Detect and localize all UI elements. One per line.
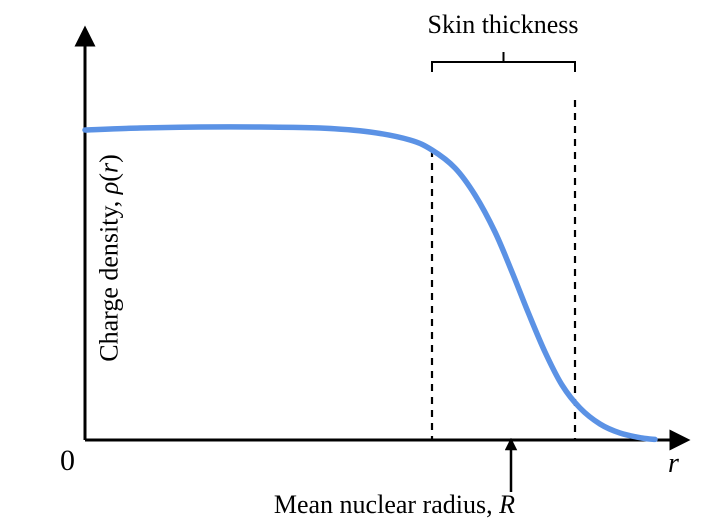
y-axis-label-rho: ρ: [95, 182, 124, 194]
skin-thickness-label: Skin thickness: [428, 10, 579, 40]
y-axis-label-pre: Charge density,: [95, 194, 124, 362]
charge-density-diagram: Charge density, ρ(r) 0 r Skin thickness …: [0, 0, 704, 529]
origin-zero: 0: [60, 444, 75, 478]
y-axis-label: Charge density, ρ(r): [95, 154, 125, 361]
mean-radius-var: R: [499, 490, 515, 519]
mean-radius-label: Mean nuclear radius, R: [274, 490, 515, 520]
x-axis-var: r: [668, 448, 679, 480]
mean-radius-pre: Mean nuclear radius,: [274, 490, 499, 519]
y-axis-label-r: r: [95, 163, 124, 173]
